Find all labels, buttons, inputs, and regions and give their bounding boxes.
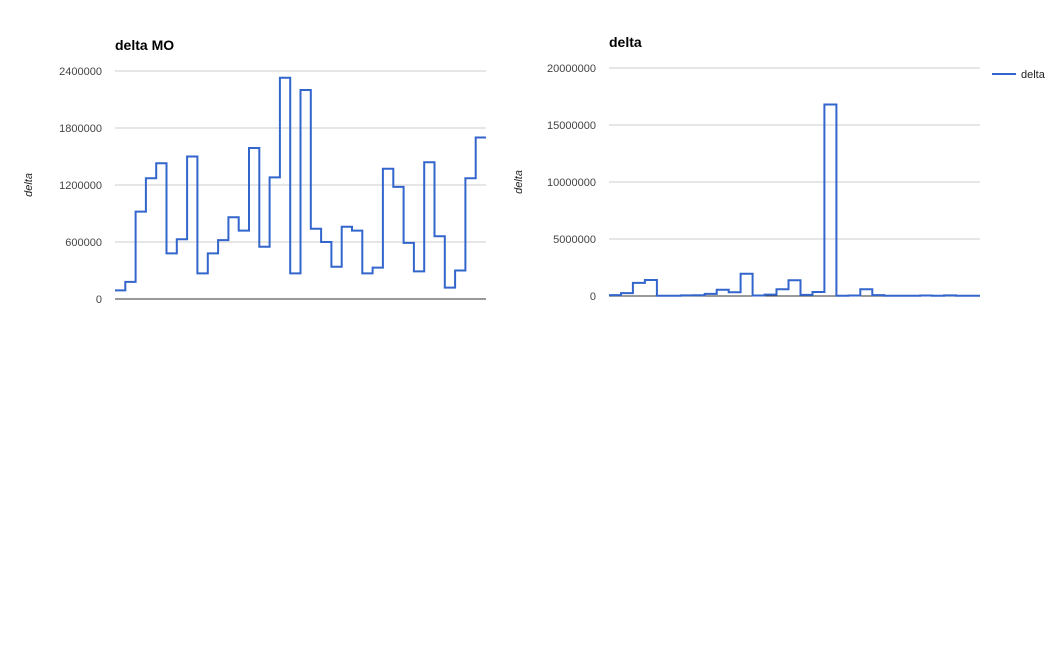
series-line — [609, 103, 980, 297]
chart-delta: delta delta delta 0 5000000 10000000 150000… — [513, 34, 1046, 303]
y-tick-label: 15000000 — [547, 120, 596, 132]
legend-label: delta — [1021, 69, 1046, 81]
legend: delta — [992, 69, 1046, 81]
y-tick-label: 10000000 — [547, 177, 596, 189]
y-tick-label: 1800000 — [59, 123, 102, 135]
chart-delta-mo: delta MO delta 0 600000 1200000 1800000 2400… — [23, 37, 486, 306]
y-tick-label: 600000 — [65, 237, 102, 249]
y-tick-label: 1200000 — [59, 180, 102, 192]
chart-title: delta — [609, 34, 642, 50]
y-axis-label: delta — [23, 173, 35, 197]
y-axis-label: delta — [513, 170, 525, 194]
y-tick-label: 0 — [590, 291, 596, 303]
y-tick-label: 20000000 — [547, 63, 596, 75]
chart-title: delta MO — [115, 37, 174, 53]
y-tick-label: 0 — [96, 294, 102, 306]
series-line — [115, 76, 486, 292]
y-tick-label: 2400000 — [59, 66, 102, 78]
y-tick-label: 5000000 — [553, 234, 596, 246]
